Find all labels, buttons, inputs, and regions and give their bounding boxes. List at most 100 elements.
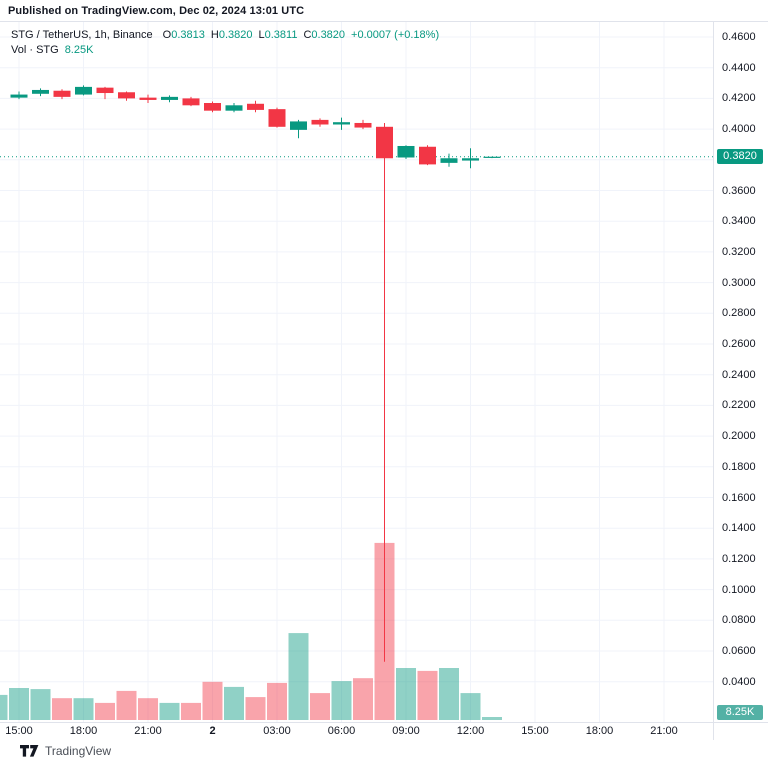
candle-body	[483, 156, 501, 158]
volume-bar	[224, 686, 244, 720]
candle-body	[53, 90, 71, 97]
last-price-badge: 0.3820	[717, 149, 763, 165]
candle-body	[161, 96, 178, 100]
ohlc-low: L0.3811	[258, 29, 298, 41]
price-axis-label: 0.1400	[722, 522, 756, 535]
published-header: Published on TradingView.com, Dec 02, 20…	[0, 0, 768, 22]
candle-body	[333, 122, 350, 125]
volume-value: 8.25K	[64, 44, 94, 56]
volume-bar	[460, 693, 481, 720]
candle-body	[32, 89, 49, 94]
volume-bar	[310, 693, 330, 720]
price-axis-label: 0.4200	[722, 92, 756, 105]
brand-text[interactable]: TradingView	[45, 744, 112, 758]
time-axis-label: 03:00	[263, 725, 291, 737]
price-axis-label: 0.3400	[722, 215, 756, 228]
price-change: +0.0007 (+0.18%)	[351, 29, 440, 41]
price-axis-label: 0.2000	[722, 430, 756, 443]
time-axis-label: 18:00	[69, 725, 98, 737]
price-axis-label: 0.3000	[722, 276, 756, 289]
volume-bar	[245, 697, 266, 720]
symbol-title[interactable]: STG / TetherUS, 1h, Binance	[11, 29, 153, 41]
chart-root: STG / TetherUS, 1h, Binance O0.3813 H0.3…	[0, 22, 768, 740]
volume-bar	[9, 688, 29, 720]
candle-body	[290, 121, 307, 130]
price-axis-label: 0.3200	[722, 245, 756, 258]
time-axis-label: 15:00	[5, 725, 33, 737]
price-axis-label: 0.2600	[722, 338, 756, 350]
time-axis-label: 18:00	[585, 725, 614, 737]
volume-bar	[353, 678, 373, 720]
volume-bar	[288, 633, 309, 720]
candle-body	[10, 94, 28, 98]
ohlc-open: O0.3813	[162, 29, 205, 41]
candlestick-chart[interactable]	[0, 22, 713, 722]
time-axis-label: 09:00	[392, 725, 420, 737]
volume-bar	[267, 682, 287, 720]
price-axis-separator	[713, 22, 714, 740]
candle-body	[311, 119, 329, 125]
price-axis-label: 0.4000	[722, 123, 756, 136]
volume-bar	[159, 702, 180, 720]
published-text: Published on TradingView.com, Dec 02, 20…	[8, 4, 305, 17]
volume-bar	[138, 698, 158, 720]
last-volume-badge: 8.25K	[717, 705, 763, 720]
ohlc-close: C0.3820	[303, 29, 346, 41]
price-pane[interactable]	[0, 22, 713, 722]
candle-body	[204, 103, 221, 111]
candle-body	[96, 87, 114, 94]
candle-body	[118, 92, 135, 99]
candle-body	[225, 105, 243, 111]
volume-bar	[181, 702, 201, 720]
volume-bar	[396, 668, 416, 720]
time-axis-label: 06:00	[327, 725, 356, 737]
symbol-legend: STG / TetherUS, 1h, Binance O0.3813 H0.3…	[11, 28, 439, 58]
volume-bar	[417, 670, 438, 720]
ohlc-high: H0.3820	[210, 29, 253, 41]
volume-bar	[482, 717, 502, 720]
price-axis-label: 0.1600	[722, 491, 756, 504]
volume-bar	[52, 698, 72, 720]
candle-body	[75, 86, 92, 95]
price-axis-label: 0.2200	[722, 399, 756, 412]
candle-body	[247, 103, 264, 110]
candle-body	[440, 158, 458, 163]
candle-body	[397, 145, 415, 158]
price-axis-label: 0.4600	[722, 31, 756, 43]
volume-bar	[331, 681, 352, 720]
price-axis-label: 0.1200	[722, 552, 756, 565]
price-axis-label: 0.1800	[722, 460, 756, 473]
time-axis-label: 12:00	[456, 725, 485, 737]
price-axis-label: 0.0600	[722, 645, 756, 657]
volume-bar	[30, 689, 51, 720]
volume-bar	[0, 694, 8, 720]
price-axis-label: 0.0400	[722, 675, 756, 688]
volume-bar	[116, 690, 137, 720]
volume-bar	[95, 702, 115, 720]
price-axis-label: 0.4400	[722, 61, 756, 74]
volume-bar	[439, 668, 459, 720]
price-axis-label: 0.2400	[722, 368, 756, 381]
time-axis-label: 21:00	[134, 725, 162, 737]
time-axis[interactable]: 15:00 18:00 21:00 2 03:00 06:00 09:00 12:00 15:0…	[0, 723, 768, 740]
footer: TradingView	[0, 740, 768, 762]
tradingview-logo-icon[interactable]	[20, 745, 39, 757]
candle-body	[354, 122, 372, 128]
candle-body	[182, 98, 200, 106]
candle-body	[419, 146, 436, 165]
candle-body	[139, 97, 157, 100]
price-axis-label: 0.2800	[722, 307, 756, 320]
volume-bar	[202, 681, 223, 720]
volume-study-label[interactable]: Vol · STG	[11, 44, 59, 56]
candle-body	[268, 109, 286, 127]
price-axis-label: 0.1000	[722, 583, 756, 596]
time-axis-label: 15:00	[521, 725, 549, 737]
price-axis-label: 0.3600	[722, 184, 756, 197]
time-axis-label: 21:00	[650, 725, 678, 737]
candle-body	[376, 126, 393, 159]
time-axis-label: 2	[209, 725, 216, 737]
price-axis-label: 0.0800	[722, 614, 756, 627]
time-axis-separator	[0, 722, 768, 723]
volume-bar	[73, 698, 94, 720]
candle-body	[462, 158, 479, 161]
